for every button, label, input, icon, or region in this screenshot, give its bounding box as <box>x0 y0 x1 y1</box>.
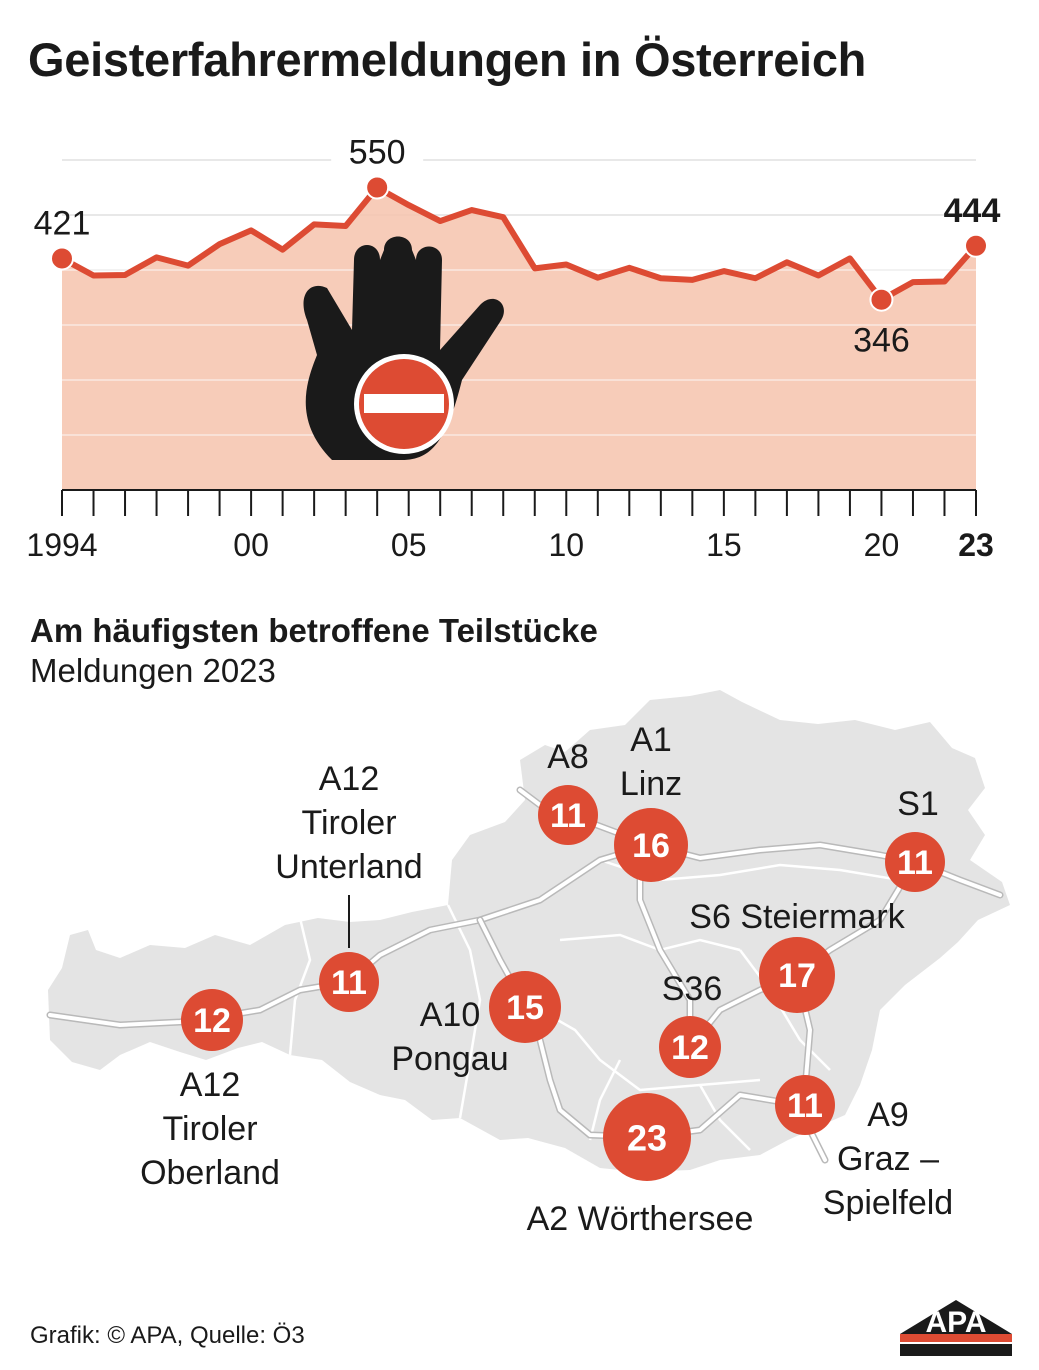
data-point <box>365 175 390 200</box>
data-label: 550 <box>349 134 406 172</box>
bubble-value: 17 <box>778 957 816 995</box>
bubble-value: 15 <box>506 989 544 1027</box>
x-tick-label: 00 <box>233 527 269 563</box>
x-tick-label: 15 <box>706 527 742 563</box>
highway-casing <box>636 856 919 1051</box>
data-label: 444 <box>944 192 1001 230</box>
stop-hand-icon <box>303 236 504 460</box>
svg-text:APA: APA <box>925 1306 986 1339</box>
bubble-value: 11 <box>331 964 367 1002</box>
data-point <box>50 246 74 271</box>
value-bubble <box>759 937 835 1013</box>
chart-title: Geisterfahrermeldungen in Österreich <box>28 33 867 86</box>
bubble-value: 12 <box>671 1029 709 1067</box>
highway <box>795 973 812 1092</box>
highway-casing <box>793 971 814 1094</box>
section-label: A10 Pongau <box>391 996 509 1078</box>
section-label: A12 Tiroler Oberland <box>140 1066 280 1192</box>
section-label: A9 Graz – Spielfeld <box>822 1096 954 1222</box>
series-line <box>60 184 979 303</box>
bubble-value: 16 <box>632 827 670 865</box>
value-bubble <box>885 832 945 892</box>
bubble-value: 23 <box>627 1118 667 1159</box>
section-label: S6 Steiermark <box>689 898 905 936</box>
bubble-value: 11 <box>550 797 586 835</box>
area-fill <box>62 187 976 490</box>
value-bubble <box>181 989 243 1051</box>
map-subtitle: Am häufigsten betroffene Teilstücke <box>30 612 598 649</box>
highway-casing <box>476 916 829 1164</box>
state-border <box>698 1084 751 1151</box>
section-label: A8 <box>547 738 589 776</box>
section-label: A2 Wörthersee <box>526 1200 754 1238</box>
data-point <box>964 233 988 258</box>
value-bubble <box>614 808 688 882</box>
section-label: A1 Linz <box>619 721 683 803</box>
map-subtitle-year: Meldungen 2023 <box>30 652 276 689</box>
x-tick-label: 10 <box>548 527 584 563</box>
value-bubble <box>319 952 379 1012</box>
no-entry-bar <box>364 394 444 413</box>
state-border <box>588 1059 622 1141</box>
bubble-value: 12 <box>193 1002 231 1040</box>
section-label: S36 <box>661 970 723 1008</box>
label-halo <box>331 137 424 178</box>
data-label: 421 <box>34 204 91 242</box>
highway <box>638 858 917 1049</box>
value-bubble <box>603 1093 691 1181</box>
bubble-value: 11 <box>897 844 933 882</box>
x-tick-label: 20 <box>864 527 900 563</box>
value-bubble <box>659 1016 721 1078</box>
source-footer: Grafik: © APA, Quelle: Ö3 <box>30 1322 305 1349</box>
state-border <box>288 917 312 1056</box>
x-tick-label: 23 <box>958 527 994 563</box>
data-point <box>869 287 894 312</box>
line-chart: 1994 00 05 10 15 20 23 421 550 346 444 <box>26 134 1001 564</box>
value-bubble <box>538 785 598 845</box>
state-border <box>739 949 831 1071</box>
bubble-value: 11 <box>787 1087 823 1125</box>
section-label: S1 <box>897 785 939 823</box>
x-tick-label: 05 <box>391 527 427 563</box>
state-border <box>599 858 901 882</box>
x-tick-label: 1994 <box>26 527 97 563</box>
apa-logo: APA <box>900 1300 1012 1356</box>
highway <box>478 918 827 1162</box>
section-label: A12 Tiroler Unterland <box>275 760 423 886</box>
data-label: 346 <box>853 322 910 360</box>
